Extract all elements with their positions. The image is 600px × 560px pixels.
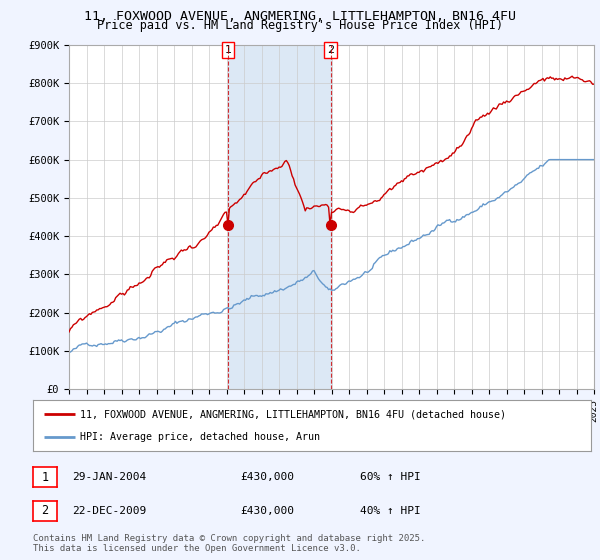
Text: 29-JAN-2004: 29-JAN-2004 [72, 472, 146, 482]
Text: Contains HM Land Registry data © Crown copyright and database right 2025.
This d: Contains HM Land Registry data © Crown c… [33, 534, 425, 553]
Text: 11, FOXWOOD AVENUE, ANGMERING, LITTLEHAMPTON, BN16 4FU (detached house): 11, FOXWOOD AVENUE, ANGMERING, LITTLEHAM… [80, 409, 506, 419]
Text: Price paid vs. HM Land Registry's House Price Index (HPI): Price paid vs. HM Land Registry's House … [97, 19, 503, 32]
Text: 22-DEC-2009: 22-DEC-2009 [72, 506, 146, 516]
Text: 1: 1 [41, 470, 49, 484]
Text: 1: 1 [224, 45, 232, 55]
Text: 60% ↑ HPI: 60% ↑ HPI [360, 472, 421, 482]
Bar [228, 45, 331, 389]
Text: £430,000: £430,000 [240, 472, 294, 482]
Text: 2: 2 [41, 504, 49, 517]
Text: 11, FOXWOOD AVENUE, ANGMERING, LITTLEHAMPTON, BN16 4FU: 11, FOXWOOD AVENUE, ANGMERING, LITTLEHAM… [84, 10, 516, 22]
Text: £430,000: £430,000 [240, 506, 294, 516]
Text: 2: 2 [327, 45, 334, 55]
Text: HPI: Average price, detached house, Arun: HPI: Average price, detached house, Arun [80, 432, 320, 442]
Text: 40% ↑ HPI: 40% ↑ HPI [360, 506, 421, 516]
